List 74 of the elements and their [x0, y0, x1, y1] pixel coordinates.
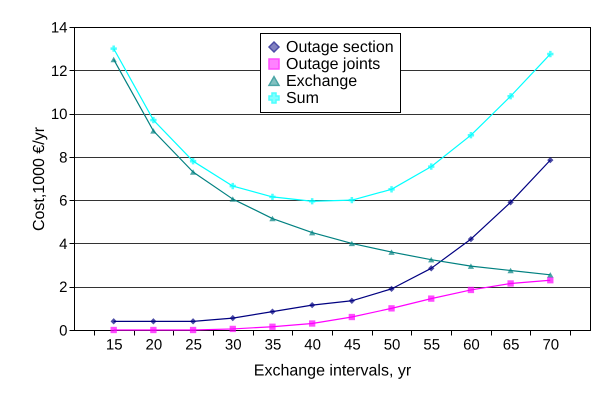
- point: [190, 318, 196, 325]
- point: [190, 326, 196, 334]
- point: [308, 320, 316, 327]
- point: [547, 50, 554, 58]
- point: [468, 236, 474, 242]
- x-tick-label: 20: [146, 336, 162, 354]
- point: [388, 186, 395, 192]
- point: [110, 56, 117, 62]
- x-tick-label: 15: [106, 336, 123, 354]
- point: [308, 302, 316, 308]
- point: [348, 314, 356, 320]
- y-tick-label: 0: [59, 322, 68, 340]
- point: [230, 196, 236, 202]
- x-tick-label: 35: [264, 336, 282, 354]
- point: [428, 163, 434, 170]
- point: [507, 93, 514, 100]
- y-tick-label: 10: [50, 106, 68, 124]
- point: [190, 169, 196, 175]
- point: [269, 194, 276, 200]
- point: [507, 199, 514, 206]
- point: [269, 308, 276, 315]
- x-tick-label: 25: [185, 336, 202, 354]
- point: [547, 156, 554, 164]
- point: [150, 128, 157, 134]
- point: [110, 45, 117, 52]
- y-tick-label: 4: [59, 236, 68, 253]
- y-tick-label: 2: [59, 279, 68, 296]
- y-tick-label: 6: [59, 192, 68, 210]
- point: [150, 326, 157, 334]
- point: [388, 305, 395, 312]
- point: [348, 240, 356, 246]
- x-tick-label: 65: [502, 336, 520, 354]
- point: [507, 268, 514, 274]
- point: [308, 198, 316, 204]
- point: [348, 298, 356, 304]
- y-axis-title: Cost,1000 €/yr: [30, 126, 48, 232]
- point: [230, 182, 236, 190]
- point: [110, 318, 117, 325]
- legend-label: Outage section: [286, 39, 394, 56]
- point: [388, 286, 395, 292]
- point: [507, 280, 514, 287]
- point: [428, 265, 434, 272]
- point: [110, 326, 117, 334]
- point: [468, 286, 474, 294]
- point: [230, 314, 236, 322]
- point: [308, 230, 316, 236]
- point: [468, 132, 474, 138]
- legend-label: Exchange: [286, 73, 358, 90]
- legend-label: Outage joints: [286, 56, 380, 73]
- point: [428, 256, 434, 262]
- x-axis-title: Exchange intervals, yr: [254, 362, 412, 380]
- point: [230, 326, 236, 332]
- legend-label: Sum: [286, 90, 319, 107]
- point: [428, 295, 434, 302]
- y-tick-label: 8: [59, 149, 68, 166]
- point: [388, 249, 395, 255]
- point: [547, 277, 554, 284]
- point: [269, 324, 276, 330]
- x-tick-label: 50: [384, 336, 400, 354]
- x-tick-label: 60: [463, 336, 480, 354]
- point: [468, 263, 474, 269]
- point: [269, 216, 276, 222]
- point: [547, 272, 554, 278]
- x-tick-label: 45: [344, 336, 361, 354]
- x-tick-label: 40: [304, 336, 321, 354]
- point: [150, 318, 157, 325]
- y-tick-label: 12: [50, 62, 68, 80]
- point: [150, 116, 157, 124]
- point: [348, 196, 356, 204]
- x-tick-label: 70: [542, 336, 560, 354]
- x-tick-label: 55: [423, 336, 440, 354]
- y-tick-label: 14: [50, 20, 68, 36]
- x-tick-label: 30: [224, 336, 242, 354]
- point: [190, 158, 196, 164]
